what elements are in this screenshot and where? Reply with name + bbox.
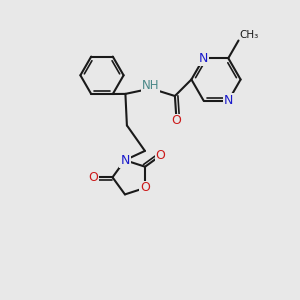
Text: O: O <box>88 171 98 184</box>
Text: N: N <box>120 154 130 167</box>
Text: O: O <box>156 149 166 162</box>
Text: O: O <box>172 114 181 128</box>
Text: CH₃: CH₃ <box>240 30 259 40</box>
Text: O: O <box>140 182 150 194</box>
Text: N: N <box>199 52 208 65</box>
Text: NH: NH <box>142 79 159 92</box>
Text: N: N <box>224 94 233 107</box>
